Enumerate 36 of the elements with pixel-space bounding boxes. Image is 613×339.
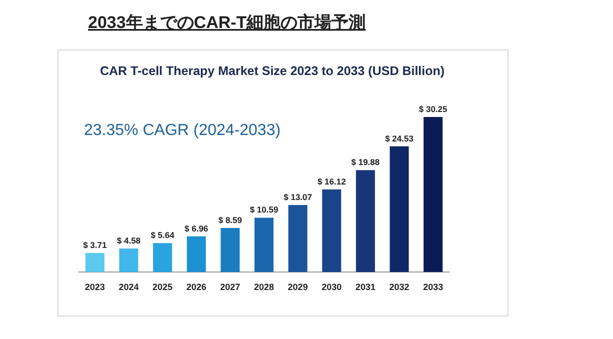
x-tick-label: 2023	[84, 282, 105, 292]
data-label: $ 8.59	[218, 214, 242, 225]
x-tick-label: 2030	[322, 282, 342, 292]
bar	[356, 170, 375, 272]
bar	[288, 205, 308, 272]
bar	[220, 228, 240, 272]
data-label: $ 30.25	[418, 104, 448, 114]
data-label: $ 5.64	[150, 230, 175, 240]
bar	[186, 236, 206, 272]
annotation: 23.35% CAGR (2024-2033)	[84, 122, 281, 139]
bar	[254, 218, 274, 272]
data-label: $ 10.59	[250, 204, 278, 215]
data-label: $ 3.71	[83, 240, 107, 250]
x-tick-label: 2024	[118, 282, 139, 292]
data-label: $ 4.58	[116, 236, 141, 246]
bar	[322, 189, 342, 272]
x-tick-label: 2033	[423, 282, 444, 292]
chart-subtitle: CAR T-cell Therapy Market Size 2023 to 2033 (USD Billion)	[100, 64, 445, 78]
data-label: $ 6.96	[184, 223, 208, 234]
data-label: $ 13.07	[284, 192, 312, 202]
x-tick-label: 2032	[389, 282, 410, 292]
bar	[424, 117, 443, 272]
x-tick-label: 2028	[254, 282, 274, 292]
data-label: $ 16.12	[317, 176, 346, 186]
chart-title: 2033年までのCAR-T細胞の市場予測	[88, 13, 366, 32]
x-tick-label: 2029	[288, 282, 308, 292]
bar	[119, 248, 138, 272]
bar	[85, 252, 104, 272]
x-tick-label: 2025	[152, 282, 173, 292]
x-tick-label: 2026	[186, 282, 206, 292]
x-tick-label: 2031	[355, 282, 376, 292]
data-label: $ 19.88	[351, 157, 380, 168]
data-label: $ 24.53	[385, 133, 414, 144]
bar	[390, 146, 409, 272]
bar	[153, 243, 172, 272]
x-tick-label: 2027	[220, 282, 240, 292]
